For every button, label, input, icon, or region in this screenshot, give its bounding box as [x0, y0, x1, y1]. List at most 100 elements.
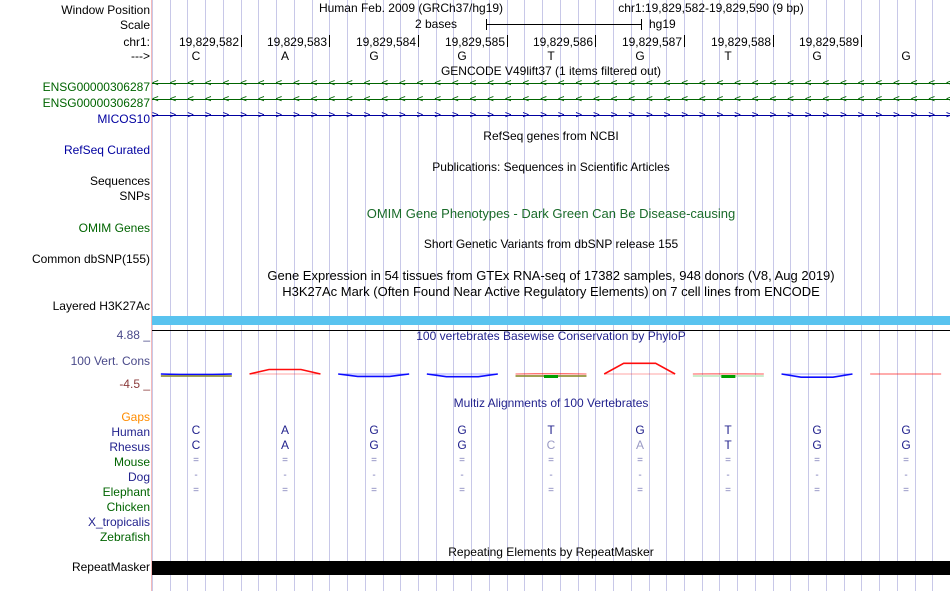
conservation-insert-mark [544, 375, 558, 378]
gencode-transcript-row-2[interactable]: < < < < < < < < < < < < < < < < < < < < … [152, 94, 950, 104]
reference-base: T [724, 49, 732, 63]
row-rhesus-base: G [812, 438, 822, 452]
gridline [755, 0, 756, 591]
gridline [560, 0, 561, 591]
ruler-tick [241, 35, 242, 47]
label-repeatmasker[interactable]: RepeatMasker [71, 560, 150, 574]
label-sequences[interactable]: Sequences [89, 174, 150, 188]
row-elephant-base: = [725, 485, 731, 496]
gridline [329, 0, 330, 591]
label-species-dog[interactable]: Dog [127, 470, 150, 484]
gridline [347, 0, 348, 591]
gridline [861, 0, 862, 591]
gridline [844, 0, 845, 591]
label-species-elephant[interactable]: Elephant [102, 485, 150, 499]
ruler-coordinate: 19,829,588 [710, 35, 771, 49]
gridline [684, 0, 685, 591]
gridline [276, 0, 277, 591]
row-mouse-base: = [282, 455, 288, 466]
transcript-line [152, 99, 950, 100]
row-elephant-base: = [193, 485, 199, 496]
row-rhesus-base: C [546, 438, 556, 452]
publications-track-title: Publications: Sequences in Scientific Ar… [432, 160, 670, 174]
h3k27ac-baseline [152, 330, 950, 331]
label-species-x-tropicalis[interactable]: X_tropicalis [87, 515, 150, 529]
transcript-line [152, 115, 950, 116]
row-elephant-base: = [282, 485, 288, 496]
label-snps[interactable]: SNPs [119, 189, 150, 203]
row-rhesus-base: G [369, 438, 379, 452]
reference-base: C [191, 49, 201, 63]
ruler-tick [329, 35, 330, 47]
label-window-position: Window Position [61, 3, 150, 17]
micos10-transcript-row[interactable]: > > > > > > > > > > > > > > > > > > > > … [152, 110, 950, 120]
label-gencode-transcript-1[interactable]: ENSG00000306287 [42, 80, 150, 94]
label-gaps: Gaps [121, 410, 150, 424]
phylop-track-title: 100 vertebrates Basewise Conservation by… [416, 329, 686, 343]
ruler-coordinate: 19,829,587 [621, 35, 682, 49]
label-species-zebrafish[interactable]: Zebrafish [99, 530, 150, 544]
label-omim-genes[interactable]: OMIM Genes [78, 221, 150, 235]
gridline [790, 0, 791, 591]
row-human-base: G [635, 423, 645, 437]
gridline [223, 0, 224, 591]
label-species-human[interactable]: Human [111, 425, 150, 439]
gridline [719, 0, 720, 591]
gridline [702, 0, 703, 591]
label-conservation-min: -4.5 _ [119, 377, 150, 391]
genomic-position: chr1:19,829,582-19,829,590 (9 bp) [618, 1, 804, 15]
gridline [436, 0, 437, 591]
dbsnp-track-title: Short Genetic Variants from dbSNP releas… [423, 237, 679, 251]
label-100-vert-cons[interactable]: 100 Vert. Cons [70, 354, 150, 368]
row-mouse-base: = [637, 455, 643, 466]
repeatmasker-block[interactable] [152, 561, 950, 575]
label-species-rhesus[interactable]: Rhesus [109, 440, 150, 454]
row-human-base: G [457, 423, 467, 437]
gridline-layer [152, 0, 950, 591]
gridline [187, 0, 188, 591]
conservation-bar [338, 373, 410, 378]
row-dog-base: - [372, 470, 376, 481]
h3k27ac-track-title: H3K27Ac Mark (Often Found Near Active Re… [282, 284, 820, 299]
multiz-track-title: Multiz Alignments of 100 Vertebrates [453, 396, 649, 410]
label-gencode-transcript-2[interactable]: ENSG00000306287 [42, 96, 150, 110]
label-layered-h3k27ac[interactable]: Layered H3K27Ac [52, 299, 150, 313]
label-species-chicken[interactable]: Chicken [106, 500, 150, 514]
row-human-base: A [280, 423, 289, 437]
track-label-column: Window Position Scale chr1: ---> ENSG000… [0, 0, 152, 591]
gridline [915, 0, 916, 591]
scale-bar [486, 17, 642, 31]
row-rhesus-base: G [901, 438, 911, 452]
row-dog-base: - [904, 470, 908, 481]
transcript-strand-arrows-right: > > > > > > > > > > > > > > > > > > > > … [152, 110, 950, 119]
ruler-tick [507, 35, 508, 47]
gridline [542, 0, 543, 591]
row-mouse-base: = [725, 455, 731, 466]
gridline [631, 0, 632, 591]
assembly-title: Human Feb. 2009 (GRCh37/hg19) [318, 1, 504, 15]
label-species-mouse[interactable]: Mouse [113, 455, 150, 469]
ruler-coordinate: 19,829,582 [178, 35, 239, 49]
gencode-transcript-row-1[interactable]: < < < < < < < < < < < < < < < < < < < < … [152, 78, 950, 88]
conservation-wiggle-plot[interactable] [152, 352, 950, 388]
transcript-strand-arrows-left: < < < < < < < < < < < < < < < < < < < < … [152, 78, 950, 87]
ruler-tick [595, 35, 596, 47]
gridline [879, 0, 880, 591]
label-micos10[interactable]: MICOS10 [97, 112, 150, 126]
row-dog-base: - [460, 470, 464, 481]
label-common-dbsnp[interactable]: Common dbSNP(155) [31, 252, 150, 266]
ruler-coordinate: 19,829,586 [532, 35, 593, 49]
scale-bases-label: 2 bases [415, 17, 458, 31]
refseq-track-title: RefSeq genes from NCBI [483, 129, 619, 143]
row-elephant-base: = [459, 485, 465, 496]
gridline [613, 0, 614, 591]
conservation-bar [160, 373, 232, 376]
row-dog-base: - [283, 470, 287, 481]
gridline [258, 0, 259, 591]
label-scale: Scale [119, 18, 150, 32]
gridline [897, 0, 898, 591]
gridline [294, 0, 295, 591]
h3k27ac-signal-bar[interactable] [152, 316, 950, 325]
label-refseq-curated[interactable]: RefSeq Curated [63, 143, 150, 157]
gridline [773, 0, 774, 591]
